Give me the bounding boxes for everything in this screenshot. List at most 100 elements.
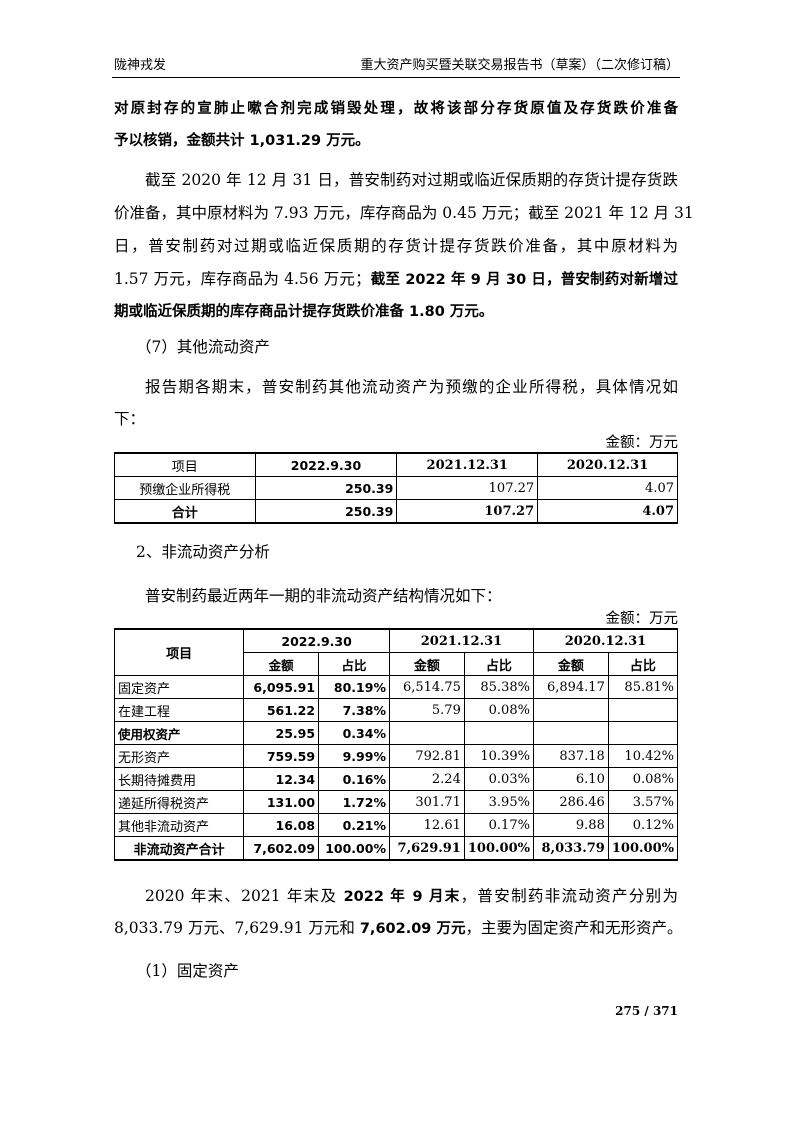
p5-bold: 7,602.09 万元 <box>359 921 466 937</box>
cell <box>607 698 679 722</box>
cell: 301.71 <box>388 790 465 814</box>
cell: 非流动资产合计 <box>113 836 245 861</box>
cell: 6,514.75 <box>388 675 465 699</box>
header-cell: 金额 <box>243 652 320 676</box>
cell: 25.95 <box>243 721 320 745</box>
p5-bold: 2022 年 9 月末 <box>343 889 461 905</box>
cell <box>607 721 679 745</box>
cell: 预缴企业所得税 <box>114 476 256 500</box>
cell: 250.39 <box>254 499 398 524</box>
table-row-total: 非流动资产合计 7,602.09 100.00% 7,629.91 100.00% 8,0… <box>113 836 679 861</box>
cell: 长期待摊费用 <box>113 767 245 791</box>
p2-line: 日，普安制药对过期或临近保质期的存货计提存货跌价准备，其中原材料为 <box>114 237 678 255</box>
header-left: 陇神戎发 <box>114 58 167 73</box>
cell: 107.27 <box>396 499 539 524</box>
p5-line: 8,033.79 万元、7,629.91 万元和 7,602.09 万元，主要为… <box>114 916 682 938</box>
p4: 普安制药最近两年一期的非流动资产结构情况如下： <box>145 587 502 605</box>
cell: 使用权资产 <box>113 721 245 745</box>
cell: 3.57% <box>607 790 679 814</box>
header-cell: 2020.12.31 <box>537 452 678 477</box>
cell: 100.00% <box>318 836 390 861</box>
cell: 固定资产 <box>113 675 245 699</box>
cell: 80.19% <box>318 675 390 699</box>
cell: 0.21% <box>318 813 390 837</box>
header-right: 重大资产购买暨关联交易报告书（草案）（二次修订稿） <box>360 58 679 73</box>
cell: 286.46 <box>532 790 609 814</box>
cell: 12.61 <box>388 813 465 837</box>
cell: 100.00% <box>463 836 534 861</box>
table-row: 使用权资产 25.95 0.34% <box>113 721 679 745</box>
p1-line: 对原封存的宣肺止嗽合剂完成销毁处理，故将该部分存货原值及存货跌价准备 <box>114 101 678 117</box>
section-1-heading: （1）固定资产 <box>136 962 239 980</box>
cell <box>388 721 465 745</box>
cell <box>463 721 534 745</box>
cell: 0.12% <box>607 813 679 837</box>
table-subheader-row: 金额 占比 金额 占比 金额 占比 <box>115 652 679 676</box>
cell: 85.81% <box>607 675 679 699</box>
cell: 7,602.09 <box>243 836 320 861</box>
unit-label: 金额：万元 <box>605 435 679 451</box>
p2-line: 价准备，其中原材料为 7.93 万元，库存商品为 0.45 万元；截至 2021… <box>114 204 694 222</box>
cell: 0.16% <box>318 767 390 791</box>
cell: 792.81 <box>388 744 465 768</box>
table-row: 递延所得税资产 131.00 1.72% 301.71 3.95% 286.46 3.57% <box>113 790 679 814</box>
cell: 10.39% <box>463 744 534 768</box>
cell: 4.07 <box>537 499 678 524</box>
table-row: 预缴企业所得税 250.39 107.27 4.07 <box>114 476 678 500</box>
p5-text: 2020 年末、2021 年末及 <box>145 887 344 905</box>
p5-text: ，普安制药非流动资产分别为 <box>460 887 678 905</box>
cell: 7,629.91 <box>388 836 465 861</box>
section-2-heading: 2、非流动资产分析 <box>136 543 270 561</box>
p1-line: 予以核销，金额共计 1,031.29 万元。 <box>114 133 370 149</box>
table-header-row: 项目 2022.9.30 2021.12.31 2020.12.31 <box>114 452 678 477</box>
page-number: 275 / 371 <box>615 1004 678 1018</box>
header-divider <box>112 77 680 78</box>
cell: 5.79 <box>388 698 465 722</box>
cell: 无形资产 <box>113 744 245 768</box>
cell: 1.72% <box>318 790 390 814</box>
header-cell: 2020.12.31 <box>532 628 679 653</box>
cell: 12.34 <box>243 767 320 791</box>
cell: 0.08% <box>607 767 679 791</box>
header-cell: 项目 <box>113 628 245 676</box>
cell: 9.99% <box>318 744 390 768</box>
other-current-assets-table: 项目 2022.9.30 2021.12.31 2020.12.31 预缴企业所… <box>114 452 678 524</box>
table-row-total: 合计 250.39 107.27 4.07 <box>114 499 678 524</box>
cell: 其他非流动资产 <box>113 813 245 837</box>
table-row: 长期待摊费用 12.34 0.16% 2.24 0.03% 6.10 0.08% <box>113 767 679 791</box>
table-row: 其他非流动资产 16.08 0.21% 12.61 0.17% 9.88 0.12% <box>113 813 679 837</box>
cell: 759.59 <box>243 744 320 768</box>
cell: 合计 <box>114 499 256 524</box>
cell: 6,095.91 <box>243 675 320 699</box>
header-cell: 2022.9.30 <box>243 628 390 653</box>
p3-line: 报告期各期末，普安制药其他流动资产为预缴的企业所得税，具体情况如 <box>145 378 678 396</box>
cell: 8,033.79 <box>532 836 609 861</box>
cell: 100.00% <box>607 836 679 861</box>
table-header-row: 项目 2022.9.30 2021.12.31 2020.12.31 <box>113 628 679 676</box>
header-cell: 金额 <box>532 652 609 676</box>
p2-line: 1.57 万元，库存商品为 4.56 万元；截至 2022 年 9 月 30 日… <box>114 267 678 289</box>
cell: 0.03% <box>463 767 534 791</box>
cell: 16.08 <box>243 813 320 837</box>
header-cell: 金额 <box>388 652 465 676</box>
cell: 递延所得税资产 <box>113 790 245 814</box>
header-cell: 2022.9.30 <box>254 452 398 477</box>
unit-label: 金额：万元 <box>605 611 679 627</box>
table-row: 无形资产 759.59 9.99% 792.81 10.39% 837.18 10.42% <box>113 744 679 768</box>
cell: 10.42% <box>607 744 679 768</box>
cell: 561.22 <box>243 698 320 722</box>
p2-bold: 截至 2022 年 9 月 30 日，普安制药对新增过 <box>370 272 678 288</box>
non-current-assets-table: 项目 2022.9.30 2021.12.31 2020.12.31 金额 占比… <box>113 628 679 861</box>
cell: 85.38% <box>463 675 534 699</box>
cell: 107.27 <box>396 476 539 500</box>
p5-text: 8,033.79 万元、7,629.91 万元和 <box>114 919 360 937</box>
cell: 0.17% <box>463 813 534 837</box>
cell: 131.00 <box>243 790 320 814</box>
header-cell: 占比 <box>463 652 534 676</box>
cell: 3.95% <box>463 790 534 814</box>
cell: 6,894.17 <box>532 675 609 699</box>
header-cell: 项目 <box>114 452 256 477</box>
header-cell: 2021.12.31 <box>396 452 539 477</box>
cell: 4.07 <box>537 476 678 500</box>
cell: 9.88 <box>532 813 609 837</box>
